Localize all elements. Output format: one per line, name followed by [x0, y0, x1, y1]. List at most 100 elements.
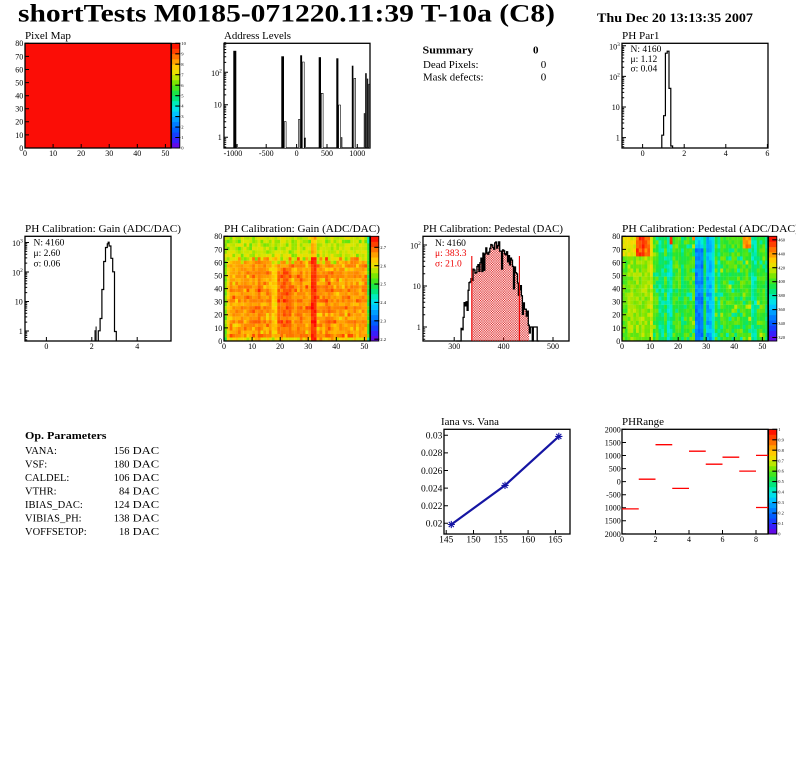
svg-text:7: 7 [181, 72, 184, 77]
svg-text:20: 20 [612, 311, 620, 320]
svg-text:500: 500 [321, 149, 333, 158]
svg-text:shortTests M0185-071220.11:39: shortTests M0185-071220.11:39 T-10a (C8) [18, 1, 555, 28]
svg-text:2.2: 2.2 [380, 337, 386, 342]
svg-text:1500: 1500 [605, 517, 621, 526]
svg-text:0: 0 [541, 71, 547, 83]
svg-text:0.02: 0.02 [426, 520, 443, 530]
svg-text:30: 30 [702, 342, 710, 351]
svg-text:340: 340 [778, 321, 785, 326]
svg-text:2: 2 [682, 149, 686, 158]
svg-text:μ: 2.60: μ: 2.60 [34, 249, 61, 259]
svg-text:10: 10 [49, 149, 57, 158]
svg-text:0.3: 0.3 [778, 500, 784, 505]
svg-text:0.2: 0.2 [778, 511, 784, 516]
svg-text:3: 3 [181, 114, 184, 119]
svg-text:0: 0 [617, 478, 621, 487]
svg-text:102: 102 [12, 268, 23, 277]
svg-text:106: 106 [114, 473, 130, 484]
svg-text:80: 80 [612, 232, 620, 241]
svg-text:PH Par1: PH Par1 [622, 30, 660, 42]
svg-text:2000: 2000 [605, 530, 621, 539]
svg-text:0: 0 [620, 535, 624, 544]
svg-text:10: 10 [646, 342, 654, 351]
svg-text:0.8: 0.8 [778, 448, 784, 453]
svg-text:102: 102 [410, 241, 421, 250]
svg-text:1: 1 [218, 133, 222, 142]
svg-text:40: 40 [15, 92, 23, 101]
svg-text:PH Calibration: Gain (ADC/DAC): PH Calibration: Gain (ADC/DAC) [224, 223, 380, 235]
svg-text:10: 10 [15, 297, 23, 306]
svg-text:400: 400 [778, 279, 785, 284]
svg-text:102: 102 [211, 68, 222, 77]
svg-text:30: 30 [15, 105, 23, 114]
svg-text:360: 360 [778, 307, 785, 312]
svg-text:40: 40 [214, 285, 222, 294]
svg-text:Thu Dec 20 13:13:35 2007: Thu Dec 20 13:13:35 2007 [597, 11, 753, 25]
svg-text:DAC: DAC [133, 527, 160, 538]
svg-text:μ: 383.3: μ: 383.3 [435, 249, 467, 259]
svg-text:σ: 0.06: σ: 0.06 [34, 259, 61, 269]
svg-text:1: 1 [616, 134, 620, 143]
svg-text:PHRange: PHRange [622, 416, 664, 428]
svg-text:Dead Pixels:: Dead Pixels: [423, 59, 479, 71]
svg-text:30: 30 [105, 149, 113, 158]
svg-text:Iana vs. Vana: Iana vs. Vana [441, 416, 499, 428]
svg-text:1000: 1000 [349, 149, 365, 158]
svg-text:10: 10 [15, 131, 23, 140]
svg-text:500: 500 [547, 342, 559, 351]
svg-text:VSF:: VSF: [25, 460, 47, 471]
svg-text:1: 1 [417, 323, 421, 332]
svg-text:60: 60 [15, 65, 23, 74]
svg-text:10: 10 [248, 342, 256, 351]
svg-text:8: 8 [181, 62, 184, 67]
svg-text:138: 138 [114, 514, 130, 525]
svg-text:Summary: Summary [423, 44, 474, 56]
svg-text:N: 4160: N: 4160 [34, 239, 65, 249]
svg-text:VIBIAS_PH:: VIBIAS_PH: [25, 514, 82, 525]
svg-text:10: 10 [214, 324, 222, 333]
svg-text:1500: 1500 [605, 438, 621, 447]
svg-text:2.4: 2.4 [380, 300, 386, 305]
svg-text:103: 103 [12, 239, 23, 248]
svg-text:CALDEL:: CALDEL: [25, 473, 69, 484]
svg-text:0: 0 [620, 342, 624, 351]
svg-text:-1000: -1000 [224, 149, 243, 158]
svg-text:1000: 1000 [605, 451, 621, 460]
svg-text:6: 6 [765, 149, 769, 158]
svg-text:σ: 0.04: σ: 0.04 [631, 64, 658, 74]
svg-text:18: 18 [119, 527, 130, 538]
svg-text:N: 4160: N: 4160 [435, 239, 466, 249]
svg-text:IBIAS_DAC:: IBIAS_DAC: [25, 500, 83, 511]
svg-text:VANA:: VANA: [25, 446, 57, 457]
svg-text:150: 150 [466, 536, 481, 546]
svg-text:9: 9 [181, 51, 184, 56]
svg-text:40: 40 [133, 149, 141, 158]
svg-text:30: 30 [612, 298, 620, 307]
svg-text:84: 84 [119, 487, 130, 498]
svg-text:70: 70 [214, 245, 222, 254]
svg-text:PH Calibration: Gain (ADC/DAC): PH Calibration: Gain (ADC/DAC) [25, 223, 181, 235]
svg-text:2000: 2000 [605, 425, 621, 434]
svg-text:4: 4 [687, 535, 691, 544]
svg-text:10: 10 [612, 324, 620, 333]
svg-text:DAC: DAC [133, 446, 160, 457]
svg-text:0: 0 [641, 149, 645, 158]
svg-text:0.022: 0.022 [421, 502, 443, 512]
svg-text:Op. Parameters: Op. Parameters [25, 431, 107, 442]
svg-text:70: 70 [612, 245, 620, 254]
svg-text:50: 50 [15, 78, 23, 87]
svg-text:70: 70 [15, 52, 23, 61]
svg-text:μ: 1.12: μ: 1.12 [631, 55, 658, 65]
svg-text:10: 10 [181, 41, 186, 46]
svg-text:40: 40 [730, 342, 738, 351]
svg-text:500: 500 [609, 465, 621, 474]
svg-text:20: 20 [15, 118, 23, 127]
svg-text:10: 10 [214, 101, 222, 110]
svg-text:30: 30 [304, 342, 312, 351]
svg-text:440: 440 [778, 251, 785, 256]
svg-text:50: 50 [612, 271, 620, 280]
svg-text:400: 400 [498, 342, 510, 351]
svg-text:1: 1 [181, 135, 184, 140]
svg-text:40: 40 [332, 342, 340, 351]
svg-text:0.026: 0.026 [421, 467, 443, 477]
